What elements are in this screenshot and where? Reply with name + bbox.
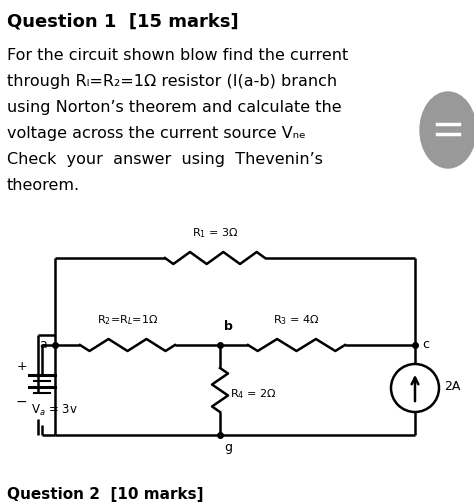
Text: R$_1$ = 3$\Omega$: R$_1$ = 3$\Omega$ bbox=[191, 226, 238, 240]
Text: using Norton’s theorem and calculate the: using Norton’s theorem and calculate the bbox=[7, 100, 342, 115]
Text: V$_a$ = 3v: V$_a$ = 3v bbox=[31, 403, 78, 418]
Text: through Rₗ=R₂=1Ω resistor (I(a-b) branch: through Rₗ=R₂=1Ω resistor (I(a-b) branch bbox=[7, 74, 337, 89]
Text: R$_3$ = 4$\Omega$: R$_3$ = 4$\Omega$ bbox=[273, 313, 320, 327]
Text: Check  your  answer  using  Thevenin’s: Check your answer using Thevenin’s bbox=[7, 152, 323, 167]
Text: +: + bbox=[17, 360, 27, 373]
Text: For the circuit shown blow find the current: For the circuit shown blow find the curr… bbox=[7, 48, 348, 63]
Text: g: g bbox=[224, 441, 232, 454]
Ellipse shape bbox=[420, 92, 474, 168]
Text: b: b bbox=[224, 320, 233, 333]
Text: theorem.: theorem. bbox=[7, 178, 80, 193]
Text: voltage across the current source Vₙₑ: voltage across the current source Vₙₑ bbox=[7, 126, 306, 141]
Text: Question 1  [15 marks]: Question 1 [15 marks] bbox=[7, 12, 238, 30]
Text: a: a bbox=[39, 339, 47, 352]
Text: Question 2  [10 marks]: Question 2 [10 marks] bbox=[7, 487, 203, 502]
Text: −: − bbox=[15, 395, 27, 409]
Text: R$_2$=R$_L$=1$\Omega$: R$_2$=R$_L$=1$\Omega$ bbox=[97, 313, 158, 327]
Text: c: c bbox=[422, 339, 429, 352]
Text: R$_4$ = 2$\Omega$: R$_4$ = 2$\Omega$ bbox=[230, 387, 276, 401]
Text: 2A: 2A bbox=[444, 379, 460, 392]
